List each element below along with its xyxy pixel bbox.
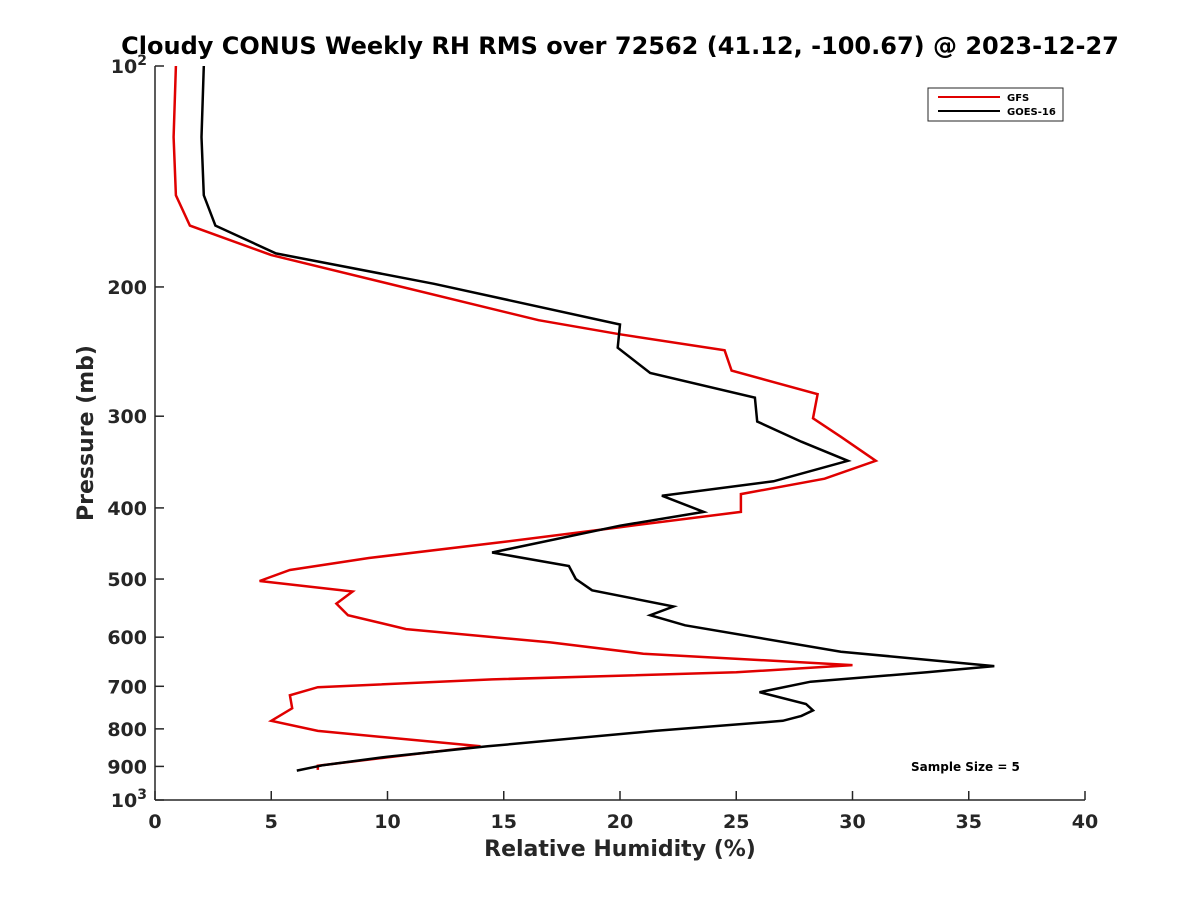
x-tick-label: 15	[491, 811, 517, 833]
y-axis-ticks: 102 200 300 400 500 600 700 800 900 103	[107, 53, 164, 812]
x-tick-label: 0	[148, 811, 161, 833]
legend-label-gfs: GFS	[1007, 93, 1029, 104]
x-tick-label: 30	[839, 811, 865, 833]
x-axis-ticks: 0 5 10 15 20 25 30 35 40	[148, 791, 1098, 833]
x-tick-label: 5	[265, 811, 278, 833]
y-tick-label: 800	[107, 719, 147, 741]
x-tick-label: 25	[723, 811, 749, 833]
x-tick-label: 40	[1072, 811, 1098, 833]
legend-label-goes16: GOES-16	[1007, 107, 1056, 118]
series-line-gfs	[172, 65, 879, 770]
y-tick-label: 600	[107, 627, 147, 649]
legend-box	[927, 87, 1064, 122]
y-tick-label: 700	[107, 676, 147, 698]
y-tick-label: 103	[111, 787, 147, 812]
series-line-goes-16	[200, 65, 995, 772]
y-tick-label: 500	[107, 569, 147, 591]
plot-area	[154, 66, 1085, 801]
y-axis-label: Pressure (mb)	[74, 345, 99, 521]
y-tick-label: 300	[107, 406, 147, 428]
x-axis-label: Relative Humidity (%)	[484, 837, 756, 862]
legend: GFS GOES-16	[927, 87, 1064, 122]
y-tick-label: 900	[107, 756, 147, 778]
chart-title: Cloudy CONUS Weekly RH RMS over 72562 (4…	[121, 32, 1119, 60]
sample-size-annotation: Sample Size = 5	[911, 760, 1020, 774]
x-tick-label: 20	[607, 811, 633, 833]
series-layer	[172, 65, 995, 772]
x-tick-label: 35	[956, 811, 982, 833]
x-tick-label: 10	[374, 811, 400, 833]
y-tick-label: 102	[111, 53, 147, 78]
y-tick-label: 400	[107, 498, 147, 520]
y-tick-label: 200	[107, 277, 147, 299]
